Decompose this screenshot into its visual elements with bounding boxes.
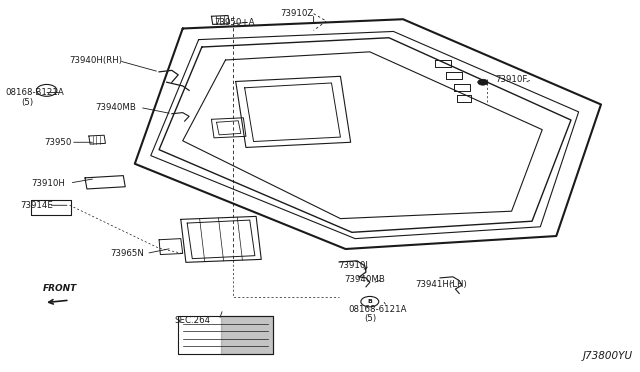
Text: 73914E: 73914E: [20, 201, 52, 210]
Text: 73910J: 73910J: [338, 261, 368, 270]
Text: FRONT: FRONT: [42, 285, 77, 294]
Text: 73940MB: 73940MB: [344, 275, 385, 284]
Text: 73950+A: 73950+A: [214, 18, 255, 27]
Text: 73940H(RH): 73940H(RH): [70, 56, 123, 65]
Text: 08168-6121A: 08168-6121A: [349, 305, 407, 314]
Polygon shape: [221, 317, 273, 353]
Text: 73940MB: 73940MB: [95, 103, 136, 112]
Text: 73910F: 73910F: [495, 75, 528, 84]
Text: (5): (5): [21, 98, 33, 107]
Text: 73950: 73950: [44, 138, 72, 147]
Text: 08168-B121A: 08168-B121A: [6, 88, 65, 97]
Circle shape: [477, 79, 488, 85]
Text: 73910H: 73910H: [31, 179, 65, 187]
Text: (5): (5): [365, 314, 377, 323]
Text: SEC.264: SEC.264: [174, 316, 211, 325]
Text: 73941H(LH): 73941H(LH): [416, 280, 468, 289]
Text: 73910Z: 73910Z: [280, 9, 314, 18]
Text: J73800YU: J73800YU: [583, 351, 633, 361]
Text: 73965N: 73965N: [111, 249, 145, 258]
Text: B: B: [367, 299, 372, 304]
